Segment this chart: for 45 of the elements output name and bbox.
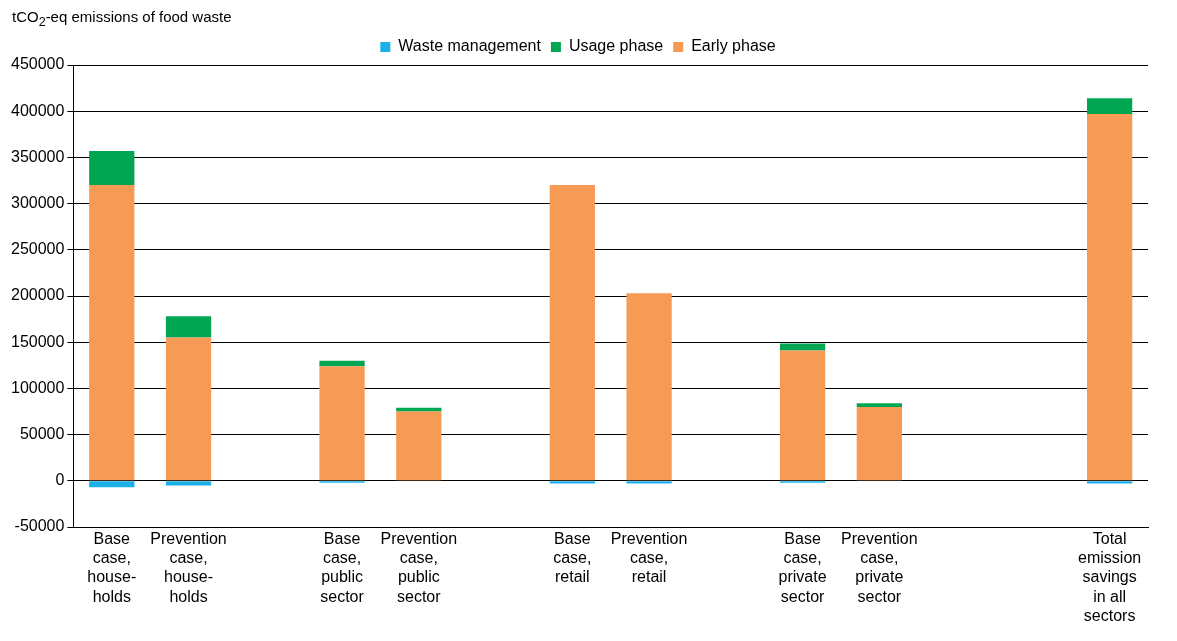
bar xyxy=(396,407,442,412)
y-tick-label: 350000 xyxy=(11,147,65,165)
y-tick-label: 250000 xyxy=(11,240,65,258)
y-tick-label: -50000 xyxy=(14,517,65,535)
bar xyxy=(626,481,672,484)
x-tick-label: Prevention case, public sector xyxy=(380,530,458,605)
bar xyxy=(779,350,826,481)
legend-label: Early phase xyxy=(691,37,776,55)
bar xyxy=(856,403,902,407)
y-tick-label: 0 xyxy=(55,471,65,489)
y-tick-label: 50000 xyxy=(19,425,65,443)
bar xyxy=(779,343,826,351)
bar xyxy=(1086,113,1133,481)
bar xyxy=(89,481,135,488)
bar xyxy=(89,185,135,481)
y-tick-label: 200000 xyxy=(11,286,65,304)
bar xyxy=(319,360,365,367)
x-tick-label: Base case, public sector xyxy=(320,530,365,605)
y-tick-label: 300000 xyxy=(11,194,65,212)
x-tick-label: Base case, private sector xyxy=(778,530,827,605)
y-tick-label: 400000 xyxy=(11,101,65,119)
bar xyxy=(549,185,595,481)
bar xyxy=(396,411,442,481)
x-tick-label: Prevention case, private sector xyxy=(841,530,918,605)
legend-label: Usage phase xyxy=(568,37,664,55)
y-tick-label: 100000 xyxy=(11,378,65,396)
bar xyxy=(165,316,212,338)
y-axis-title: tCO$_{2}$-eq emissions of food waste xyxy=(12,8,233,29)
bar xyxy=(856,406,902,481)
bar xyxy=(1086,98,1133,114)
legend-label: Waste management xyxy=(398,37,542,55)
bar xyxy=(626,293,672,481)
bar xyxy=(319,366,365,481)
x-tick-label: Prevention case, retail xyxy=(610,530,688,586)
bar xyxy=(165,337,212,481)
bar xyxy=(165,481,212,486)
x-tick-label: Prevention case, house- holds xyxy=(150,530,227,605)
bar xyxy=(89,150,135,186)
bar xyxy=(549,481,595,484)
bar xyxy=(1086,481,1133,484)
x-tick-label: Total emission savings in all sectors xyxy=(1078,530,1142,624)
x-tick-label: Base case, retail xyxy=(553,530,592,586)
x-tick-label: Base case, house- holds xyxy=(87,530,137,605)
y-tick-label: 150000 xyxy=(11,332,65,350)
y-tick-label: 450000 xyxy=(11,55,65,73)
